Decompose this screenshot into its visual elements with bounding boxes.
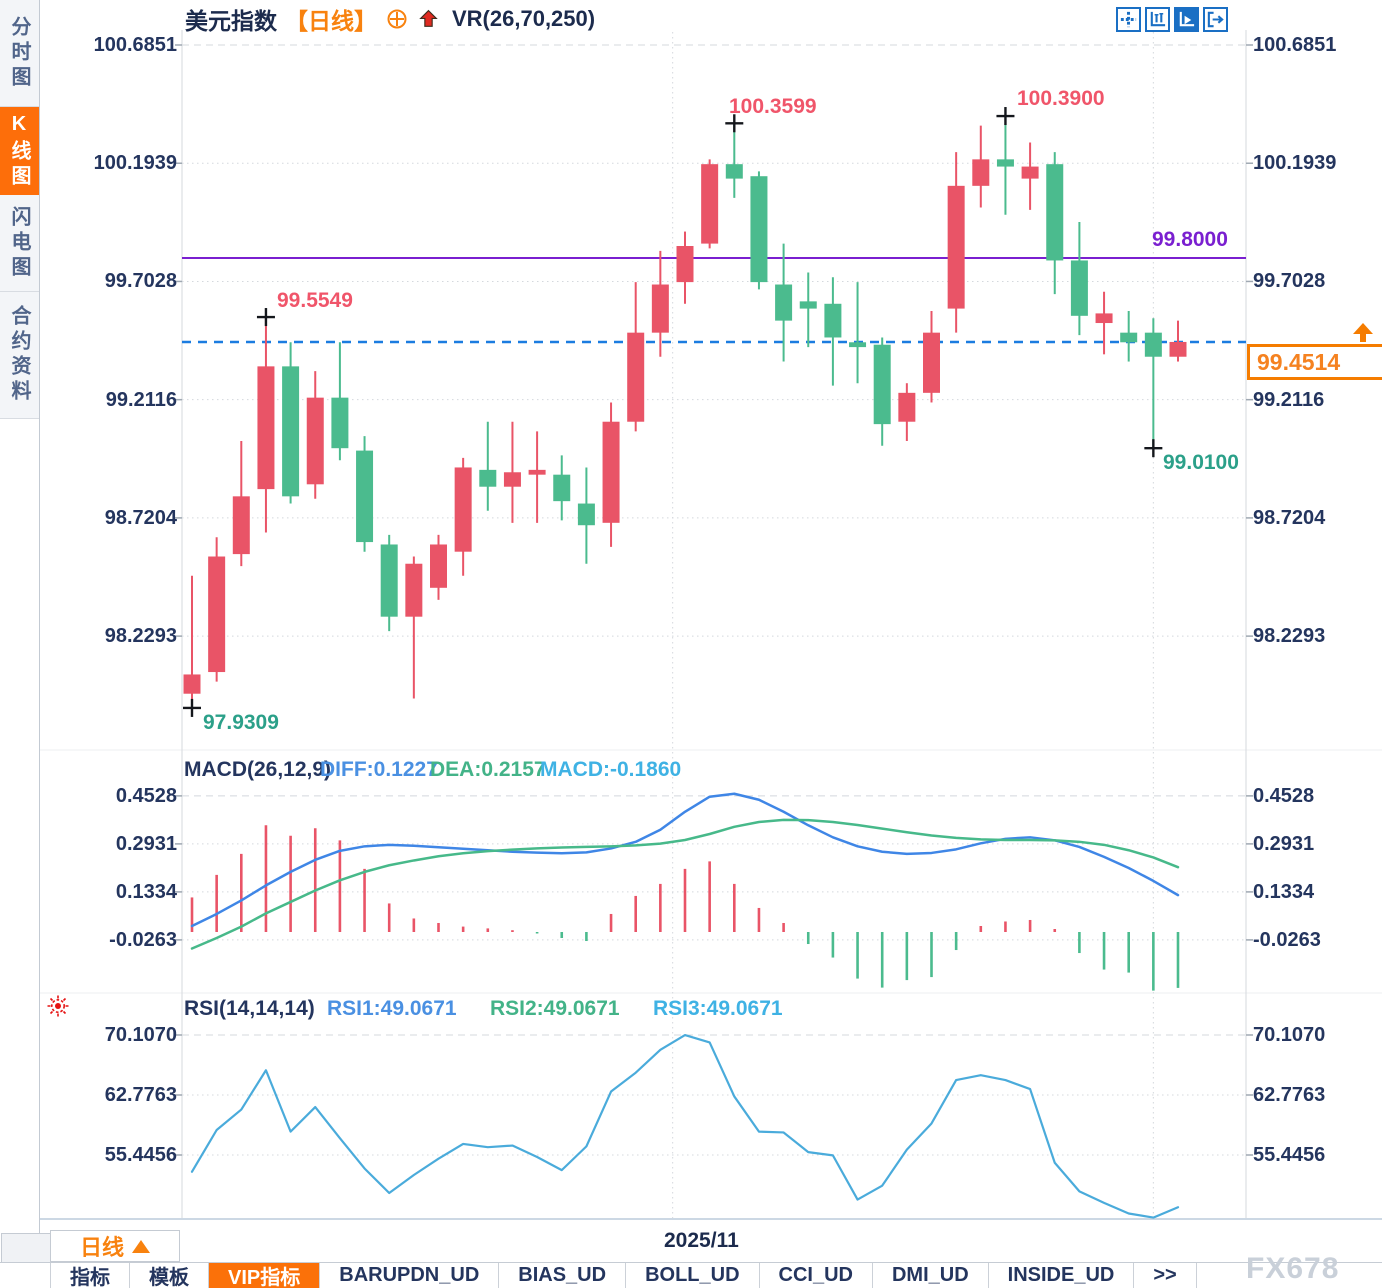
rsi2-value: RSI2:49.0671 — [490, 997, 620, 1020]
macd-diff-value: DIFF:0.1227 — [320, 758, 438, 781]
sidebar-item-contract-info[interactable]: 合约资料 — [0, 292, 39, 419]
rsi-axis-label-right: 70.1070 — [1253, 1024, 1326, 1046]
tab-inside-ud[interactable]: INSIDE_UD — [989, 1263, 1135, 1288]
up-arrow-icon[interactable] — [417, 8, 440, 31]
price-axis-label-right: 99.7028 — [1253, 270, 1326, 292]
tab-vip-indicator[interactable]: VIP指标 — [209, 1263, 321, 1288]
rsi-axis-label-left: 62.7763 — [104, 1084, 177, 1106]
sidebar-item-kline-chart[interactable]: K线图 — [0, 107, 39, 195]
rsi-axis-label-left: 55.4456 — [104, 1144, 177, 1166]
price-axis-label-left: 99.7028 — [104, 270, 177, 292]
macd-axis-label-left: 0.1334 — [115, 881, 177, 903]
sidebar-item-label: 闪电图 — [8, 205, 30, 281]
rsi-axis-label-right: 55.4456 — [1253, 1144, 1326, 1166]
sidebar-item-label: K线图 — [8, 112, 30, 190]
x-axis-date-label: 2025/11 — [664, 1229, 739, 1252]
price-axis-label-right: 98.2293 — [1253, 625, 1326, 647]
macd-axis-label-left: 0.2931 — [115, 833, 177, 855]
toolbar-button-axis-scale[interactable] — [1145, 7, 1170, 32]
price-axis-label-right: 98.7204 — [1253, 507, 1326, 529]
price-axis-label-left: 98.7204 — [104, 507, 177, 529]
macd-axis-label-right: 0.2931 — [1253, 833, 1315, 855]
price-axis-label-left: 100.6851 — [93, 34, 177, 56]
price-alert-arrow-icon[interactable] — [1350, 319, 1376, 348]
toolbar-button-pan-right[interactable] — [1203, 7, 1228, 32]
target-icon[interactable] — [385, 7, 409, 31]
annotation-swing-low: 97.9309 — [203, 711, 279, 734]
rsi1-value: RSI1:49.0671 — [327, 997, 457, 1020]
vr-indicator-label: VR(26,70,250) — [452, 6, 596, 31]
rsi-title[interactable]: RSI(14,14,14) — [184, 997, 315, 1020]
pan-right-icon — [1207, 11, 1224, 28]
macd-title[interactable]: MACD(26,12,9) — [184, 758, 332, 781]
chart-header: 美元指数 【日线】 VR(26,70,250) — [185, 5, 596, 34]
toolbar-button-crosshair[interactable] — [1116, 7, 1141, 32]
up-triangle-icon — [132, 1239, 150, 1253]
tab-indicator[interactable]: 指标 — [50, 1263, 130, 1288]
tab-bias-ud[interactable]: BIAS_UD — [499, 1263, 627, 1288]
annotation-swing-high: 99.5549 — [277, 289, 353, 312]
horizontal-line-label: 99.8000 — [1152, 228, 1228, 251]
sidebar-item-time-chart[interactable]: 分时图 — [0, 0, 39, 107]
price-axis-label-left: 98.2293 — [104, 625, 177, 647]
tab-cci-ud[interactable]: CCI_UD — [760, 1263, 873, 1288]
annotation-swing-low: 99.0100 — [1163, 451, 1239, 474]
sidebar-item-label: 合约资料 — [8, 305, 30, 405]
sidebar: 分时图 K线图 闪电图 合约资料 — [0, 0, 40, 1288]
macd-dea-value: DEA:0.2157 — [430, 758, 546, 781]
period-selector-label: 日线 — [79, 1235, 124, 1260]
macd-axis-label-right: 0.4528 — [1253, 785, 1315, 807]
rsi-axis-label-left: 70.1070 — [104, 1024, 177, 1046]
macd-axis-label-left: 0.4528 — [115, 785, 177, 807]
sidebar-filler — [0, 419, 39, 1288]
period-tag[interactable]: 【日线】 — [285, 8, 377, 34]
current-price-tag: 99.4514 — [1247, 344, 1382, 380]
price-axis-label-left: 99.2116 — [105, 389, 177, 411]
watermark: FX678 — [1246, 1252, 1340, 1285]
price-axis-label-left: 100.1939 — [93, 152, 177, 174]
sidebar-item-lightning-chart[interactable]: 闪电图 — [0, 195, 39, 292]
sidebar-item-label: 分时图 — [8, 15, 30, 91]
tab-boll-ud[interactable]: BOLL_UD — [626, 1263, 760, 1288]
indicator-tab-bar: 指标 模板 VIP指标 BARUPDN_UD BIAS_UD BOLL_UD C… — [0, 1262, 1382, 1288]
axis-play-icon — [1179, 11, 1195, 27]
annotation-swing-high: 100.3599 — [729, 95, 817, 118]
chart-toolbar — [1116, 7, 1228, 32]
price-axis-label-right: 99.2116 — [1253, 389, 1325, 411]
tab-more[interactable]: >> — [1134, 1263, 1197, 1288]
tab-barupdn-ud[interactable]: BARUPDN_UD — [320, 1263, 500, 1288]
crosshair-icon — [1120, 11, 1137, 28]
rsi-axis-label-right: 62.7763 — [1253, 1084, 1326, 1106]
tab-template[interactable]: 模板 — [130, 1263, 209, 1288]
annotation-swing-high: 100.3900 — [1017, 87, 1105, 110]
price-axis-label-right: 100.6851 — [1253, 34, 1337, 56]
macd-hist-value: MACD:-0.1860 — [540, 758, 682, 781]
macd-axis-label-left: -0.0263 — [109, 929, 177, 951]
period-selector[interactable]: 日线 — [50, 1230, 180, 1262]
axis-scale-icon — [1150, 11, 1166, 27]
macd-axis-label-right: -0.0263 — [1253, 929, 1321, 951]
tab-dmi-ud[interactable]: DMI_UD — [873, 1263, 989, 1288]
macd-axis-label-right: 0.1334 — [1253, 881, 1315, 903]
rsi3-value: RSI3:49.0671 — [653, 997, 783, 1020]
toolbar-button-axis-play[interactable] — [1174, 7, 1199, 32]
live-dot-icon[interactable] — [45, 993, 71, 1024]
price-axis-label-right: 100.1939 — [1253, 152, 1337, 174]
symbol-title: 美元指数 — [185, 8, 277, 34]
